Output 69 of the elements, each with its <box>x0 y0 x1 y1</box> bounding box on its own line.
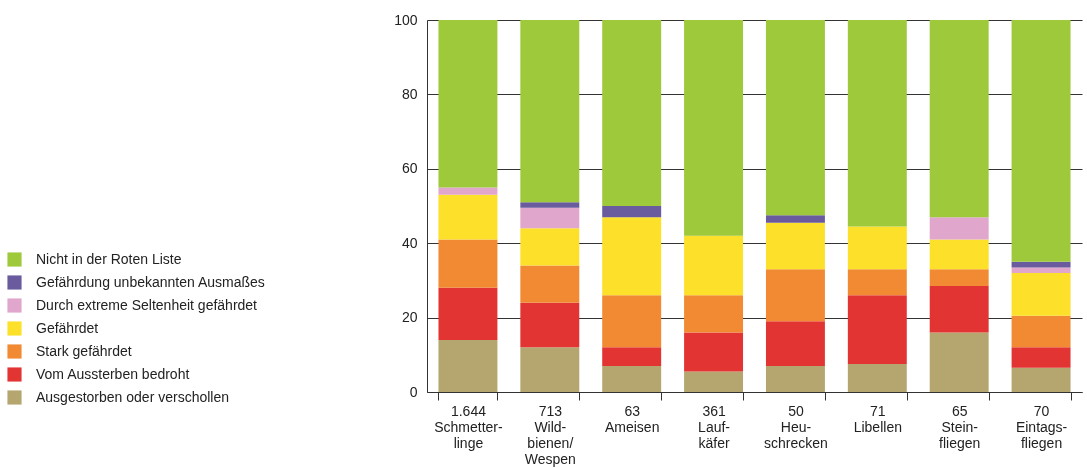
y-tick-label: 20 <box>401 309 418 326</box>
bar <box>1011 347 1071 368</box>
bar <box>765 222 825 270</box>
x-tick-label: 713 Wild- bienen/ Wespen <box>524 402 576 467</box>
bar <box>1011 315 1071 348</box>
bar <box>847 226 907 270</box>
bar <box>847 20 907 227</box>
y-tick-label: 40 <box>401 234 418 251</box>
legend-label: Gefährdung unbekannten Ausmaßes <box>36 273 265 290</box>
bar <box>929 20 989 218</box>
legend-label: Vom Aussterben bedroht <box>36 365 190 382</box>
x-tick-label: 70 Eintags- fliegen <box>1015 402 1068 451</box>
bar <box>765 215 825 223</box>
bar <box>684 20 744 236</box>
y-tick-label: 100 <box>394 11 418 28</box>
bar <box>438 239 498 288</box>
bar <box>602 217 662 296</box>
bar <box>520 265 580 303</box>
bar <box>765 321 825 366</box>
bar <box>1011 272 1071 316</box>
bar <box>602 206 662 218</box>
bar <box>438 339 498 392</box>
bar <box>1011 267 1071 273</box>
bar <box>1011 20 1071 262</box>
bar <box>684 295 744 333</box>
bar <box>847 364 907 392</box>
bar <box>684 235 744 296</box>
bar <box>602 365 662 392</box>
x-tick-label: 1.644 Schmetter- linge <box>434 402 503 451</box>
bar <box>520 20 580 203</box>
bar <box>602 347 662 366</box>
bar <box>765 365 825 392</box>
bar <box>684 332 744 372</box>
bar <box>684 371 744 392</box>
bar <box>438 187 498 195</box>
legend-label: Nicht in der Roten Liste <box>36 250 182 267</box>
x-tick-label: 71 Libellen <box>853 402 902 435</box>
bar <box>929 217 989 240</box>
bar <box>929 239 989 270</box>
y-tick-label: 80 <box>401 85 418 102</box>
y-tick-label: 60 <box>401 160 418 177</box>
x-tick-label: 50 Heu- schrecken <box>764 402 828 451</box>
legend-label: Durch extreme Seltenheit gefährdet <box>36 296 258 313</box>
bar <box>520 228 580 266</box>
bar <box>438 194 498 240</box>
bar <box>929 285 989 333</box>
bar <box>602 295 662 348</box>
legend-label: Gefährdet <box>36 319 99 336</box>
legend-label: Stark gefährdet <box>36 342 132 359</box>
x-tick-label: 65 Stein- fliegen <box>939 402 981 451</box>
bar <box>847 269 907 296</box>
bar <box>1011 367 1071 392</box>
bar <box>520 202 580 208</box>
bar <box>520 302 580 348</box>
bar <box>1011 261 1071 268</box>
legend-label: Ausgestorben oder verschollen <box>36 388 230 405</box>
bar <box>520 347 580 392</box>
bar <box>929 269 989 286</box>
y-tick-label: 0 <box>409 383 418 400</box>
bar <box>765 20 825 216</box>
x-tick-label: 63 Ameisen <box>604 402 660 435</box>
bar <box>847 295 907 365</box>
bar <box>602 20 662 206</box>
bar <box>520 207 580 229</box>
bar <box>765 269 825 322</box>
bar <box>438 20 498 188</box>
x-tick-label: 361 Lauf- käfer <box>698 402 731 451</box>
bar <box>929 332 989 392</box>
bar <box>438 287 498 340</box>
